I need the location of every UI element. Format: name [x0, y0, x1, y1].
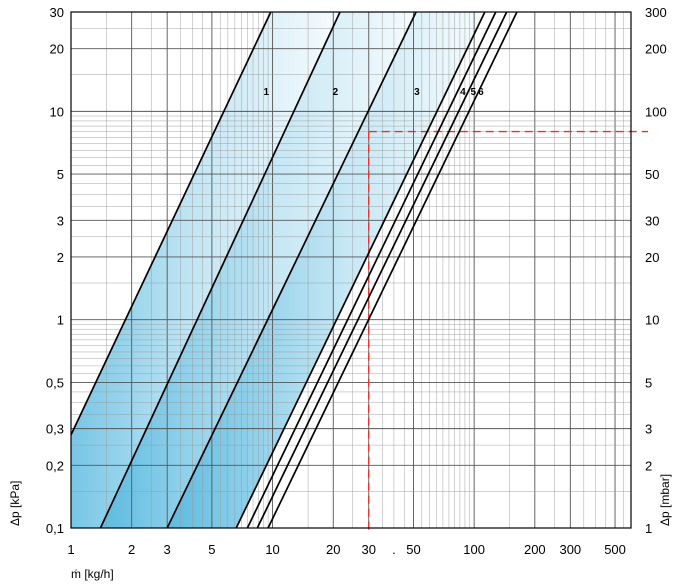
x-tick-label: 50: [406, 542, 420, 557]
y-left-tick-labels: 0,1 0,2 0,3 0,5 1 2 3 5 10 20 30: [46, 5, 64, 536]
curve-label-3: 3: [414, 87, 420, 98]
y-left-tick-label: 1: [57, 313, 64, 328]
curve-label-5: 5: [470, 87, 476, 98]
y-left-tick-label: 0,1: [46, 521, 64, 536]
x-tick-label: 1: [67, 542, 74, 557]
x-tick-label: .: [392, 542, 396, 557]
series-line-7: [267, 12, 518, 528]
x-tick-label: 30: [362, 542, 376, 557]
y-right-tick-labels: 1 2 3 5 10 20 30 50 100 200 300: [645, 5, 667, 536]
y-right-tick-label: 3: [645, 422, 652, 437]
x-tick-label: 2: [128, 542, 135, 557]
x-tick-label: 100: [463, 542, 485, 557]
y-right-tick-label: 2: [645, 458, 652, 473]
y-axis-left-title: Δp [kPa]: [8, 481, 22, 526]
y-left-tick-label: 0,5: [46, 375, 64, 390]
x-tick-label: 3: [164, 542, 171, 557]
y-left-tick-label: 20: [50, 42, 64, 57]
y-right-tick-label: 50: [645, 167, 659, 182]
y-axis-right-title: Δp [mbar]: [658, 474, 672, 526]
curve-label-2: 2: [333, 87, 339, 98]
y-right-tick-label: 10: [645, 313, 659, 328]
x-tick-label: 300: [559, 542, 581, 557]
plot-frame: [70, 11, 632, 529]
curve-label-6: 6: [478, 87, 484, 98]
curve-label-4: 4: [460, 87, 466, 98]
y-right-tick-label: 300: [645, 5, 667, 20]
x-tick-labels: 1 2 3 5 10 20 30. 50 100 200 300 500: [67, 542, 626, 557]
series-line-4: [235, 12, 486, 528]
reference-lines: [368, 130, 648, 530]
x-tick-label: 20: [326, 542, 340, 557]
x-tick-label: 200: [524, 542, 546, 557]
y-left-tick-label: 2: [57, 250, 64, 265]
y-right-tick-label: 30: [645, 213, 659, 228]
curve-label-1: 1: [263, 87, 269, 98]
x-tick-label: 500: [604, 542, 626, 557]
y-left-tick-label: 30: [50, 5, 64, 20]
y-right-tick-label: 5: [645, 375, 652, 390]
series-line-1: [71, 12, 272, 436]
series-line-2: [99, 12, 341, 528]
y-right-tick-label: 200: [645, 42, 667, 57]
y-right-tick-label: 1: [645, 521, 652, 536]
y-left-tick-label: 0,2: [46, 458, 64, 473]
series-line-6: [256, 12, 508, 528]
series-lines: [71, 12, 518, 528]
series-line-3: [166, 12, 417, 528]
series-line-5: [246, 12, 497, 528]
y-left-tick-label: 10: [50, 104, 64, 119]
y-left-tick-label: 0,3: [46, 422, 64, 437]
x-tick-label: 5: [208, 542, 215, 557]
y-left-tick-label: 5: [57, 167, 64, 182]
band-3: [167, 12, 485, 528]
y-right-tick-label: 100: [645, 104, 667, 119]
x-tick-label: 10: [265, 542, 279, 557]
y-left-tick-label: 3: [57, 213, 64, 228]
y-right-tick-label: 20: [645, 250, 659, 265]
x-axis-title: ṁ [kg/h]: [71, 567, 114, 581]
